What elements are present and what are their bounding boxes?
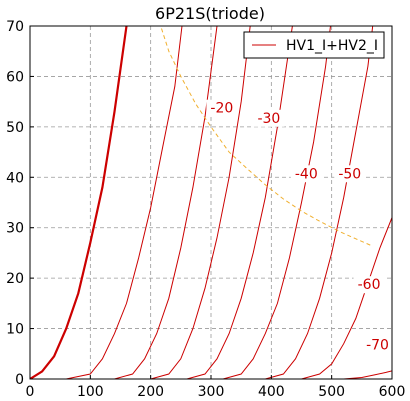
curve-label-bg <box>362 336 394 354</box>
plate-curves <box>30 26 392 379</box>
x-tick-label: 600 <box>379 384 406 400</box>
y-tick-label: 30 <box>6 221 24 237</box>
axis-ticks: 0 100 200 300 400 500 600 0 10 20 30 40 50 60 70 <box>6 19 405 400</box>
y-tick-label: 10 <box>6 322 24 338</box>
plate-curve-neg70 <box>30 217 392 379</box>
curve-label: -40 <box>295 166 318 182</box>
x-tick-label: 500 <box>318 384 345 400</box>
legend-label: HV1_I+HV2_I <box>286 38 378 54</box>
curve-label-bg <box>334 165 366 183</box>
plate-curve-neg20 <box>30 26 218 379</box>
x-tick-label: 200 <box>137 384 164 400</box>
grid <box>30 26 392 379</box>
max-dissipation-curve <box>161 28 372 246</box>
y-tick-label: 60 <box>6 69 24 85</box>
chart-title: 6P21S(triode) <box>155 4 265 23</box>
plate-curve-neg60 <box>30 26 374 379</box>
curve-labels: -20 -30 -40 -50 -60 -70 <box>206 99 394 354</box>
plate-curve-neg10 <box>30 26 183 379</box>
y-tick-label: 50 <box>6 120 24 136</box>
curve-label-bg <box>290 165 322 183</box>
curve-label-bg <box>353 276 385 294</box>
y-tick-label: 40 <box>6 170 24 186</box>
y-tick-label: 70 <box>6 19 24 35</box>
y-tick-label: 0 <box>15 372 24 388</box>
curve-label-bg <box>206 99 238 117</box>
plate-curve-0 <box>30 26 128 379</box>
x-tick-label: 400 <box>258 384 285 400</box>
plate-curve-extra-8 <box>30 370 392 379</box>
dissipation-curve <box>161 28 372 246</box>
legend: HV1_I+HV2_I <box>243 31 385 59</box>
curve-label-bg <box>253 109 285 127</box>
plate-curve-neg40 <box>30 26 293 379</box>
curve-label: -20 <box>210 101 233 117</box>
curve-label: -60 <box>358 277 381 293</box>
plate-curve-neg30 <box>30 26 251 379</box>
curve-label: -70 <box>366 338 389 354</box>
curve-label: -50 <box>338 166 361 182</box>
x-tick-label: 0 <box>26 384 35 400</box>
x-tick-label: 100 <box>77 384 104 400</box>
x-tick-label: 300 <box>198 384 225 400</box>
y-tick-label: 20 <box>6 271 24 287</box>
plate-curve-neg50 <box>30 26 331 379</box>
curve-label: -30 <box>257 111 280 127</box>
